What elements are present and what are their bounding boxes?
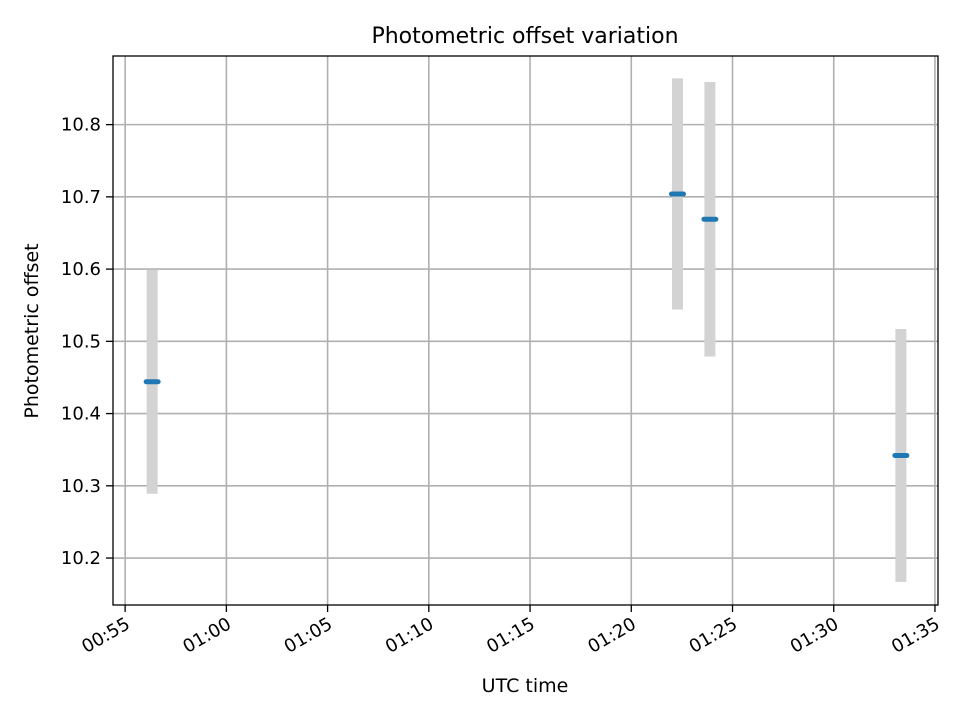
grid [113,56,938,605]
chart-title: Photometric offset variation [371,24,678,49]
y-tick-label: 10.5 [61,331,101,352]
y-tick-label: 10.4 [61,404,101,425]
y-tick-label: 10.3 [61,476,101,497]
y-tick-label: 10.7 [61,187,101,208]
y-tick-label: 10.8 [61,115,101,136]
y-axis-label: Photometric offset [21,243,43,418]
axes-frame [112,55,939,606]
x-axis-label: UTC time [482,675,569,697]
y-axis-ticks: 10.2 10.3 10.4 10.5 10.6 10.7 10.8 [61,115,113,569]
y-tick-label: 10.6 [61,259,101,280]
data-points [143,191,910,458]
y-tick-label: 10.2 [61,548,101,569]
